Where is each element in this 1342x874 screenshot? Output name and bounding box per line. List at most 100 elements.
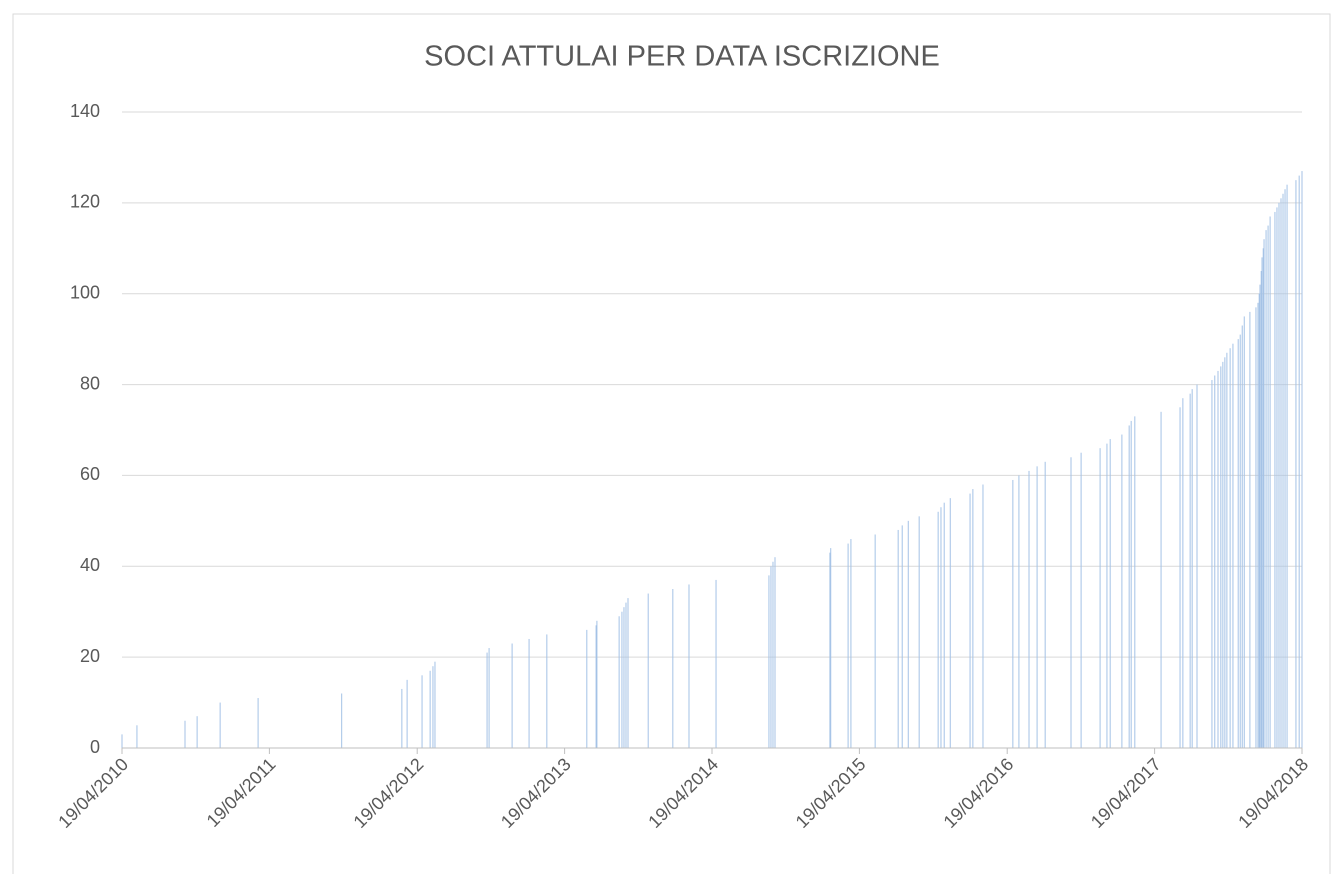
bar (1258, 293, 1260, 748)
bar (874, 534, 876, 748)
y-tick-label: 80 (80, 373, 100, 393)
bar (1189, 393, 1191, 748)
bar (1284, 189, 1286, 748)
bar (1128, 425, 1130, 748)
y-tick-label: 20 (80, 646, 100, 666)
bar (1239, 334, 1241, 748)
y-tick-label: 140 (70, 101, 100, 121)
bar (1286, 184, 1288, 748)
y-tick-label: 120 (70, 192, 100, 212)
bar (715, 579, 717, 748)
bar (1106, 443, 1108, 748)
bar (432, 666, 434, 748)
bar (1255, 307, 1257, 748)
bar (1260, 271, 1262, 748)
bar (1282, 193, 1284, 748)
bar (511, 643, 513, 748)
bar (768, 575, 770, 748)
bar (847, 543, 849, 748)
bar (1263, 239, 1265, 748)
bar (1262, 248, 1264, 749)
bar (1196, 384, 1198, 748)
bar (1298, 175, 1300, 749)
bar (1232, 343, 1234, 748)
bar (486, 652, 488, 748)
bar (688, 584, 690, 748)
bar (850, 539, 852, 748)
bar (1211, 380, 1213, 748)
bar (1222, 361, 1224, 748)
bar (1265, 230, 1267, 749)
bar (937, 511, 939, 748)
bar (1191, 389, 1193, 748)
bar (1249, 311, 1251, 748)
bar (618, 616, 620, 748)
bar (429, 670, 431, 748)
bar (623, 607, 625, 748)
bar (421, 675, 423, 748)
bar (1301, 171, 1303, 749)
bar (401, 688, 403, 748)
bar (774, 557, 776, 748)
bar (1028, 470, 1030, 748)
bar (196, 716, 198, 748)
bar (1274, 211, 1276, 748)
bar (1269, 216, 1271, 748)
bar (621, 611, 623, 748)
bar (184, 720, 186, 748)
bar (1018, 475, 1020, 748)
bar (1261, 257, 1263, 748)
bar (1276, 207, 1278, 748)
bar (907, 520, 909, 748)
bar (1130, 420, 1132, 748)
bar (625, 602, 627, 748)
bar (595, 625, 597, 748)
y-tick-label: 40 (80, 555, 100, 575)
bar (1070, 457, 1072, 748)
bar (918, 516, 920, 748)
bar (647, 593, 649, 748)
bar (1278, 202, 1280, 748)
bar (1121, 434, 1123, 748)
bar (897, 529, 899, 748)
bar (1237, 339, 1239, 748)
bar (943, 502, 945, 748)
bar (1243, 316, 1245, 748)
bar (972, 489, 974, 748)
bar (434, 661, 436, 748)
bar (1259, 284, 1261, 748)
bar (1217, 370, 1219, 748)
bar (341, 693, 343, 748)
y-tick-label: 60 (80, 464, 100, 484)
bar (136, 725, 138, 748)
bar (1036, 466, 1038, 748)
chart-frame (12, 13, 1331, 874)
bar (1214, 375, 1216, 748)
chart-title: SOCI ATTULAI PER DATA ISCRIZIONE (424, 41, 940, 73)
bar (596, 620, 598, 748)
bar (488, 648, 490, 748)
bar (1080, 452, 1082, 748)
bar (1241, 325, 1243, 748)
bar (1182, 398, 1184, 748)
bar (627, 598, 629, 748)
bar (1044, 461, 1046, 748)
bar (1224, 357, 1226, 748)
bar (672, 589, 674, 748)
bar (121, 734, 123, 748)
bar (982, 484, 984, 748)
bar (1229, 348, 1231, 748)
bar (949, 498, 951, 748)
bar (1160, 411, 1162, 748)
bar (219, 702, 221, 748)
bar (1099, 448, 1101, 748)
bar (772, 561, 774, 748)
bar (406, 679, 408, 748)
bar (770, 566, 772, 748)
bar (830, 548, 832, 748)
bar (829, 552, 831, 748)
bar (1295, 180, 1297, 749)
bar (1109, 439, 1111, 748)
bar (546, 634, 548, 748)
